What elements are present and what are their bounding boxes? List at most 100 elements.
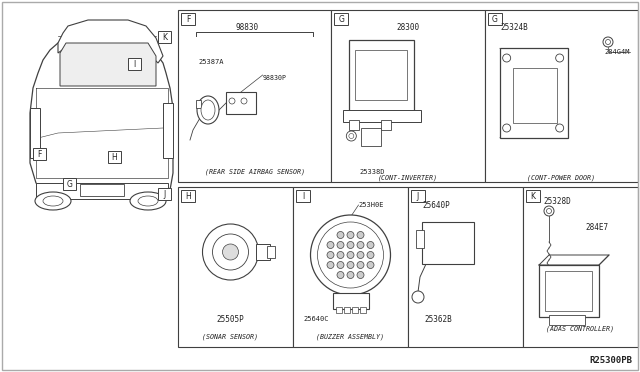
Text: G: G [492, 15, 498, 24]
Text: (ADAS CONTROLLER): (ADAS CONTROLLER) [547, 326, 614, 332]
Bar [63, 178, 76, 190]
Circle shape [603, 37, 613, 47]
Circle shape [502, 124, 511, 132]
Bar [526, 190, 540, 202]
Circle shape [347, 241, 354, 248]
Text: (CONT-INVERTER): (CONT-INVERTER) [378, 175, 438, 181]
Circle shape [337, 262, 344, 269]
Circle shape [327, 262, 334, 269]
Bar [334, 13, 348, 25]
Text: 25640P: 25640P [422, 201, 450, 209]
Circle shape [202, 224, 259, 280]
Bar [408, 187, 523, 347]
Bar [226, 92, 256, 114]
Circle shape [502, 54, 511, 62]
Bar [539, 265, 599, 317]
Text: 25328D: 25328D [543, 196, 571, 205]
Text: 284G4M: 284G4M [605, 49, 630, 55]
Polygon shape [58, 20, 163, 63]
Ellipse shape [130, 192, 166, 210]
Circle shape [347, 231, 354, 238]
Bar [411, 190, 425, 202]
Circle shape [544, 206, 554, 216]
Bar [158, 188, 171, 200]
Circle shape [605, 39, 611, 45]
Circle shape [327, 241, 334, 248]
Text: H: H [185, 192, 191, 201]
Bar [108, 151, 121, 163]
Circle shape [212, 234, 248, 270]
Bar [549, 315, 585, 325]
Bar [196, 100, 201, 108]
Polygon shape [30, 38, 173, 196]
Circle shape [547, 208, 552, 214]
Text: (CONT-POWER DOOR): (CONT-POWER DOOR) [527, 175, 595, 181]
Circle shape [357, 241, 364, 248]
Text: K: K [531, 192, 536, 201]
Text: J: J [417, 192, 419, 201]
Circle shape [367, 241, 374, 248]
Bar [33, 148, 46, 160]
Circle shape [367, 251, 374, 259]
Text: K: K [162, 33, 167, 42]
Circle shape [357, 262, 364, 269]
Circle shape [346, 131, 356, 141]
Bar [178, 187, 293, 347]
Circle shape [347, 262, 354, 269]
Bar [333, 293, 369, 309]
Bar [178, 10, 332, 182]
Bar [343, 110, 421, 122]
Text: (REAR SIDE AIRBAG SENSOR): (REAR SIDE AIRBAG SENSOR) [205, 169, 305, 175]
Text: F: F [186, 15, 190, 24]
Text: (BUZZER ASSEMBLY): (BUZZER ASSEMBLY) [317, 334, 385, 340]
Circle shape [317, 222, 383, 288]
Text: I: I [302, 192, 304, 201]
Bar [362, 128, 381, 146]
Circle shape [223, 244, 239, 260]
Text: 284E7: 284E7 [586, 222, 609, 231]
Text: (SONAR SENSOR): (SONAR SENSOR) [202, 334, 259, 340]
Bar [296, 190, 310, 202]
Circle shape [556, 124, 564, 132]
Bar [266, 246, 275, 258]
Bar [181, 190, 195, 202]
Bar [355, 50, 407, 100]
Bar [36, 183, 168, 199]
Text: 98830P: 98830P [262, 75, 287, 81]
Circle shape [310, 215, 390, 295]
Text: H: H [111, 153, 117, 162]
Ellipse shape [138, 196, 158, 206]
Bar [422, 222, 474, 264]
Bar [545, 271, 592, 311]
Bar [335, 307, 342, 313]
Text: 253H0E: 253H0E [358, 202, 384, 208]
Circle shape [357, 272, 364, 279]
Circle shape [357, 231, 364, 238]
Bar [523, 187, 638, 347]
Circle shape [229, 98, 235, 104]
Text: G: G [339, 15, 344, 24]
Bar [381, 120, 391, 130]
Bar [128, 58, 141, 70]
Circle shape [556, 54, 564, 62]
Text: I: I [133, 60, 136, 69]
Bar [416, 230, 424, 248]
Ellipse shape [35, 192, 71, 210]
Bar [163, 103, 173, 158]
Bar [293, 187, 408, 347]
Bar [513, 68, 557, 123]
Bar [344, 307, 349, 313]
Circle shape [337, 251, 344, 259]
Ellipse shape [197, 96, 219, 124]
Text: G: G [67, 180, 72, 189]
Circle shape [327, 251, 334, 259]
Circle shape [367, 262, 374, 269]
Circle shape [412, 291, 424, 303]
Polygon shape [60, 43, 156, 86]
Text: 25338D: 25338D [359, 169, 385, 175]
Bar [181, 13, 195, 25]
Bar [500, 48, 568, 138]
Text: 28300: 28300 [396, 23, 420, 32]
Circle shape [347, 251, 354, 259]
Text: 25640C: 25640C [303, 316, 328, 322]
